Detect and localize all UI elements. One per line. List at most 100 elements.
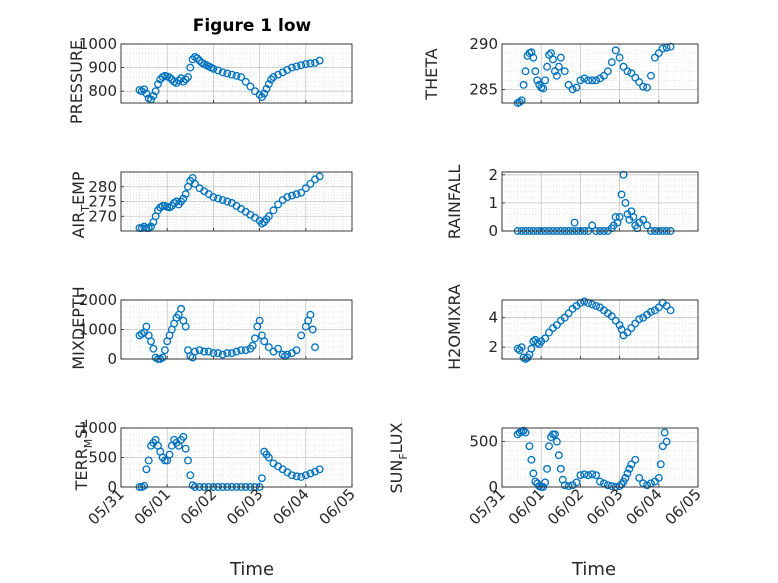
right-xlabel: Time	[571, 559, 616, 580]
pressure-point	[306, 59, 315, 68]
terr-msl-point	[179, 432, 188, 441]
h2omixra-point	[517, 343, 526, 352]
rainfall-ytick-label: 2	[488, 166, 498, 184]
air-temp-point	[301, 184, 310, 193]
terr-msl-ytick-label: 1000	[79, 419, 117, 437]
pressure-point	[262, 84, 271, 93]
rainfall-point	[570, 218, 579, 227]
rainfall-point	[617, 190, 626, 199]
sun-flux-point	[631, 455, 640, 464]
terr-msl-point	[184, 456, 192, 465]
terr-msl-ytick-label: 0	[107, 478, 117, 496]
pressure-point	[218, 68, 227, 77]
sun-flux-point	[615, 482, 624, 491]
pressure-point	[227, 70, 236, 79]
mixdepth-point	[195, 346, 204, 355]
air-temp-point	[179, 194, 188, 203]
sun-flux-point	[552, 437, 561, 446]
sun-flux-point	[623, 469, 632, 478]
h2omixra-point	[560, 313, 569, 322]
h2omixra-point	[647, 307, 655, 316]
mixdepth-panel: 0 1000 2000	[79, 291, 353, 368]
pressure-point	[232, 71, 241, 80]
air-temp-point	[214, 194, 222, 203]
mixdepth-point	[177, 304, 186, 313]
pressure-point	[311, 58, 319, 67]
terr-msl-ylabel-part1: TERR	[72, 448, 91, 491]
theta-point	[639, 82, 648, 91]
h2omixra-point	[580, 297, 589, 306]
h2omixra-point	[588, 300, 597, 309]
sun-flux-point	[662, 437, 671, 446]
pressure-point	[181, 75, 190, 84]
mixdepth-ylabel: MIXDEPTH	[69, 286, 88, 369]
pressure-point	[255, 90, 264, 99]
h2omixra-point	[666, 306, 675, 315]
h2omixra-point	[607, 312, 616, 321]
theta-point	[607, 58, 616, 67]
pressure-point	[237, 73, 246, 81]
theta-point	[647, 71, 655, 80]
rainfall-ytick-label: 1	[488, 194, 498, 212]
theta-point	[517, 96, 526, 105]
sun-flux-point	[576, 471, 585, 480]
theta-point	[631, 73, 640, 82]
air-temp-point	[315, 172, 324, 181]
theta-point	[572, 83, 581, 92]
terr-msl-point	[292, 472, 301, 481]
mixdepth-axes-box	[120, 299, 353, 360]
theta-point	[643, 83, 651, 92]
rainfall-point	[629, 213, 638, 221]
mixdepth-point	[311, 343, 319, 352]
mixdepth-point	[227, 349, 236, 358]
rainfall-point	[643, 221, 651, 230]
sun-flux-ytick-label: 500	[469, 433, 498, 451]
pressure-panel: 800 900 1000	[79, 35, 353, 104]
air-temp-point	[209, 193, 218, 202]
sun-flux-ytick-label: 0	[488, 478, 498, 496]
air-temp-point	[264, 212, 273, 221]
mixdepth-point	[264, 343, 273, 352]
pressure-point	[193, 54, 202, 63]
h2omixra-ytick-label: 2	[488, 338, 498, 356]
theta-point	[529, 53, 538, 62]
terr-msl-point	[264, 453, 273, 462]
pressure-point	[165, 73, 174, 82]
pressure-point	[223, 69, 232, 78]
mixdepth-point	[308, 325, 317, 334]
sun-flux-ylabel-part1: SUN	[387, 460, 406, 494]
theta-point	[515, 98, 524, 107]
sun-flux-point	[603, 481, 612, 490]
air-temp-point	[223, 197, 232, 206]
theta-point	[545, 50, 553, 59]
sun-flux-point	[635, 473, 644, 482]
h2omixra-point	[545, 328, 553, 337]
air-temp-ytick-label: 270	[88, 207, 117, 225]
sun-flux-point	[654, 473, 663, 482]
theta-point	[654, 49, 663, 58]
air-temp-ytick-label: 275	[88, 193, 117, 211]
sun-flux-ylabel-sub: F	[397, 453, 410, 459]
theta-point	[556, 53, 565, 62]
terr-msl-point	[144, 456, 153, 465]
mixdepth-point	[149, 344, 158, 353]
rainfall-point	[619, 170, 628, 179]
sun-flux-point	[521, 428, 530, 437]
h2omixra-point	[623, 328, 632, 337]
theta-point	[541, 76, 550, 85]
pressure-point	[274, 70, 283, 79]
h2omixra-point	[615, 321, 624, 330]
mixdepth-point	[223, 349, 232, 358]
rainfall-panel: 0 1 2	[488, 166, 699, 240]
pressure-axes-box	[120, 43, 353, 104]
sun-flux-point	[556, 464, 565, 473]
sun-flux-point	[572, 478, 581, 487]
sun-flux-point	[580, 470, 589, 479]
sun-flux-point	[525, 442, 534, 451]
h2omixra-point	[541, 334, 550, 343]
sun-flux-point	[658, 442, 667, 451]
pressure-point	[315, 56, 324, 65]
mixdepth-point	[237, 346, 246, 355]
sun-flux-point	[519, 426, 528, 435]
